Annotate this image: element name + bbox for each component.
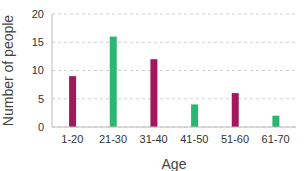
svg-text:31-40: 31-40 bbox=[140, 133, 168, 145]
svg-text:10: 10 bbox=[32, 64, 44, 76]
svg-text:5: 5 bbox=[38, 93, 44, 105]
svg-text:Number of people: Number of people bbox=[8, 15, 16, 127]
svg-text:15: 15 bbox=[32, 36, 44, 48]
svg-text:0: 0 bbox=[38, 121, 44, 133]
svg-text:51-60: 51-60 bbox=[221, 133, 249, 145]
svg-text:20: 20 bbox=[32, 8, 44, 20]
svg-text:61-70: 61-70 bbox=[262, 133, 290, 145]
svg-text:41-50: 41-50 bbox=[180, 133, 208, 145]
svg-text:Age: Age bbox=[162, 156, 187, 171]
svg-text:1-20: 1-20 bbox=[61, 133, 83, 145]
svg-text:21-30: 21-30 bbox=[99, 133, 127, 145]
